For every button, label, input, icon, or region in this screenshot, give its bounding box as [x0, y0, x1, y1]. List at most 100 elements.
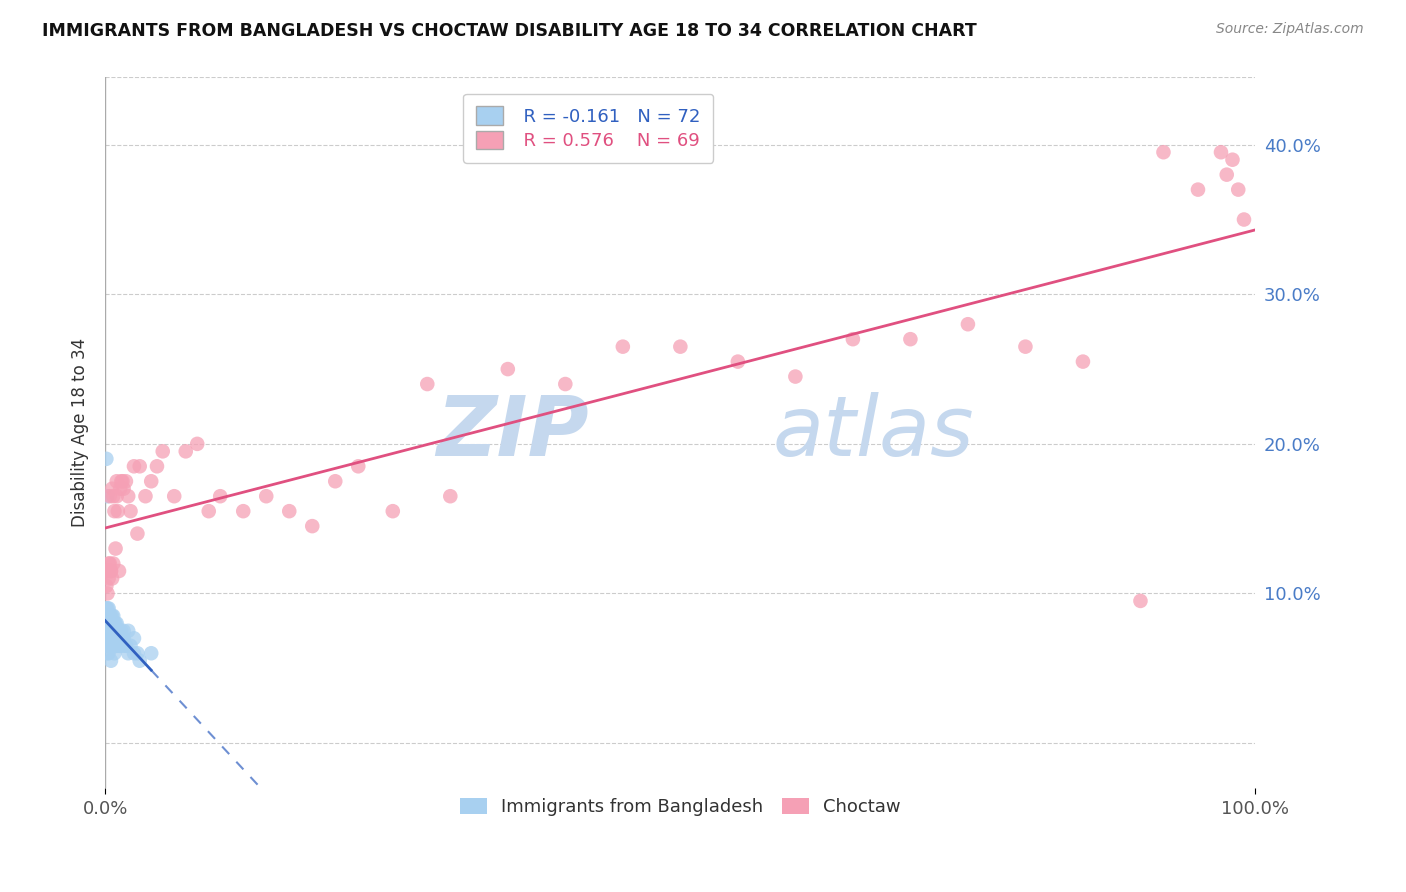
Point — [96, 624, 118, 638]
Point — [108, 564, 131, 578]
Point — [956, 317, 979, 331]
Point — [163, 489, 186, 503]
Point — [98, 624, 121, 638]
Point — [96, 632, 118, 646]
Point — [197, 504, 219, 518]
Point — [110, 624, 132, 638]
Point — [103, 632, 125, 646]
Point — [278, 504, 301, 518]
Point — [1153, 145, 1175, 160]
Point — [900, 332, 922, 346]
Point — [98, 608, 121, 623]
Point — [105, 632, 128, 646]
Point — [103, 646, 125, 660]
Point — [152, 444, 174, 458]
Point — [115, 639, 138, 653]
Point — [669, 340, 692, 354]
Point — [96, 608, 118, 623]
Point — [112, 632, 135, 646]
Point — [100, 624, 122, 638]
Point — [134, 489, 156, 503]
Point — [127, 646, 149, 660]
Point — [612, 340, 634, 354]
Point — [96, 564, 118, 578]
Point — [1014, 340, 1036, 354]
Point — [112, 482, 135, 496]
Point — [98, 489, 121, 503]
Point — [301, 519, 323, 533]
Point — [115, 639, 138, 653]
Point — [97, 572, 120, 586]
Point — [1227, 183, 1250, 197]
Y-axis label: Disability Age 18 to 34: Disability Age 18 to 34 — [72, 338, 89, 527]
Point — [100, 564, 122, 578]
Point — [110, 639, 132, 653]
Point — [96, 564, 118, 578]
Point — [111, 475, 134, 489]
Point — [97, 632, 120, 646]
Point — [1215, 168, 1237, 182]
Point — [97, 564, 120, 578]
Point — [103, 504, 125, 518]
Point — [96, 451, 118, 466]
Point — [96, 639, 118, 653]
Point — [96, 639, 118, 653]
Point — [96, 608, 118, 623]
Point — [103, 639, 125, 653]
Point — [97, 608, 120, 623]
Point — [96, 624, 118, 638]
Point — [105, 616, 128, 631]
Point — [97, 639, 120, 653]
Point — [96, 601, 118, 615]
Point — [100, 632, 122, 646]
Point — [101, 482, 124, 496]
Point — [101, 632, 124, 646]
Text: atlas: atlas — [772, 392, 974, 473]
Point — [111, 632, 134, 646]
Point — [416, 377, 439, 392]
Point — [209, 489, 232, 503]
Point — [117, 624, 139, 638]
Point — [96, 646, 118, 660]
Point — [103, 624, 125, 638]
Point — [232, 504, 254, 518]
Point — [107, 632, 129, 646]
Point — [108, 624, 131, 638]
Point — [96, 632, 118, 646]
Point — [100, 654, 122, 668]
Point — [323, 475, 346, 489]
Point — [141, 475, 163, 489]
Point — [108, 639, 131, 653]
Point — [254, 489, 277, 503]
Point — [122, 632, 145, 646]
Point — [104, 541, 127, 556]
Point — [117, 646, 139, 660]
Point — [120, 504, 142, 518]
Point — [112, 624, 135, 638]
Point — [128, 654, 150, 668]
Point — [128, 459, 150, 474]
Point — [96, 564, 118, 578]
Point — [98, 616, 121, 631]
Point — [115, 475, 138, 489]
Point — [100, 608, 122, 623]
Text: IMMIGRANTS FROM BANGLADESH VS CHOCTAW DISABILITY AGE 18 TO 34 CORRELATION CHART: IMMIGRANTS FROM BANGLADESH VS CHOCTAW DI… — [42, 22, 977, 40]
Point — [381, 504, 404, 518]
Point — [100, 564, 122, 578]
Point — [96, 586, 118, 600]
Point — [101, 572, 124, 586]
Point — [101, 608, 124, 623]
Text: ZIP: ZIP — [436, 392, 588, 473]
Point — [108, 639, 131, 653]
Point — [100, 616, 122, 631]
Point — [96, 616, 118, 631]
Point — [122, 646, 145, 660]
Point — [785, 369, 807, 384]
Point — [120, 639, 142, 653]
Point — [97, 646, 120, 660]
Point — [554, 377, 576, 392]
Point — [97, 601, 120, 615]
Point — [103, 616, 125, 631]
Point — [96, 624, 118, 638]
Point — [1187, 183, 1209, 197]
